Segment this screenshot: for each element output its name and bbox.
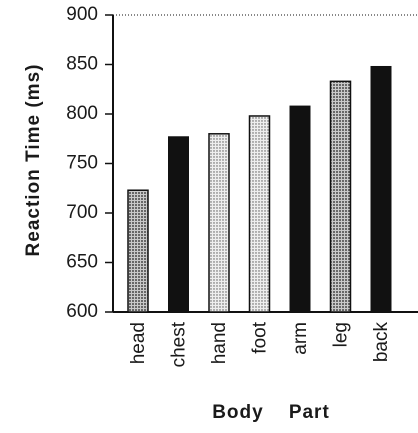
y-tick-label: 650 <box>66 252 98 273</box>
x-tick-label-leg: leg <box>331 322 352 347</box>
bar-chest <box>168 136 189 313</box>
y-tick-label: 900 <box>66 4 98 25</box>
x-tick-label-back: back <box>371 322 392 363</box>
y-tick-label: 800 <box>66 103 98 124</box>
y-axis-title: Reaction Time (ms) <box>23 64 44 257</box>
bar-hand <box>208 133 230 313</box>
x-tick-labels: head chest hand foot arm leg back <box>128 321 392 367</box>
x-tick-label-head: head <box>128 322 149 364</box>
x-tick-label-foot: foot <box>250 321 271 353</box>
y-tick-label: 600 <box>66 301 98 322</box>
y-tick-label: 850 <box>66 54 98 75</box>
y-ticks: 600 650 700 750 800 850 900 <box>66 4 113 322</box>
x-axis-title: Body Part <box>212 402 330 423</box>
y-tick-label: 700 <box>66 202 98 223</box>
bar-leg <box>329 80 352 313</box>
bar-arm <box>289 105 311 313</box>
bar-foot <box>248 115 271 313</box>
x-tick-label-chest: chest <box>169 321 190 367</box>
bars <box>127 65 392 313</box>
x-tick-label-arm: arm <box>290 322 311 355</box>
y-tick-label: 750 <box>66 153 98 174</box>
bar-back <box>370 65 392 313</box>
x-tick-label-hand: hand <box>209 322 230 364</box>
bar-head <box>127 189 149 313</box>
